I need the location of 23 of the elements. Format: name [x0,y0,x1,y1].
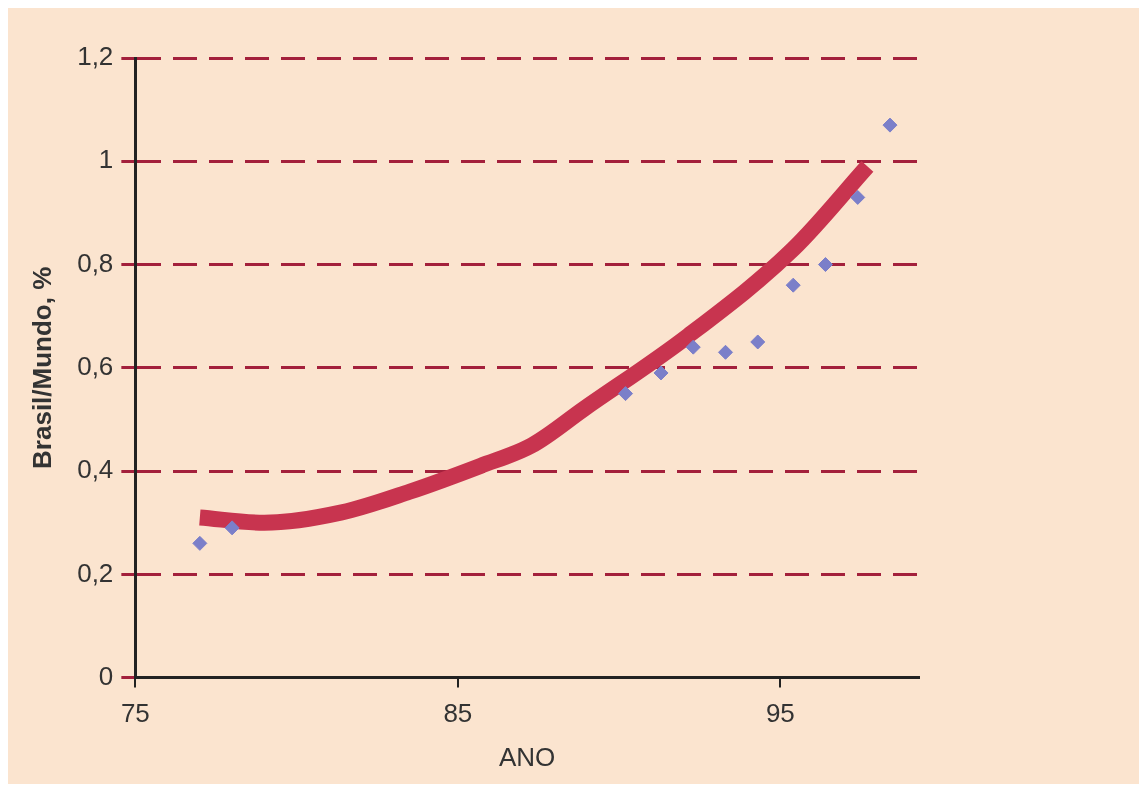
y-tick-label: 1 [98,144,114,175]
point [850,189,866,205]
y-tick-label: 1,2 [77,41,114,72]
point [785,277,801,293]
x-tick-label: 75 [120,698,150,729]
y-tick-label: 0,4 [77,454,114,485]
y-tick-label: 0,2 [77,557,114,588]
x-tick-label: 85 [443,698,473,729]
point [718,344,734,360]
point [750,334,766,350]
point [882,117,898,133]
y-tick-label: 0,8 [77,247,114,278]
point [817,257,833,273]
point [224,520,240,536]
x-tick-label: 95 [765,698,795,729]
point [618,386,634,402]
y-axis-title: Brasil/Mundo, % [26,266,57,469]
x-axis-title: ANO [499,741,556,772]
y-tick-label: 0,6 [77,350,114,381]
point [192,535,208,551]
point [685,339,701,355]
point [653,365,669,381]
y-tick-label: 0 [98,660,114,691]
